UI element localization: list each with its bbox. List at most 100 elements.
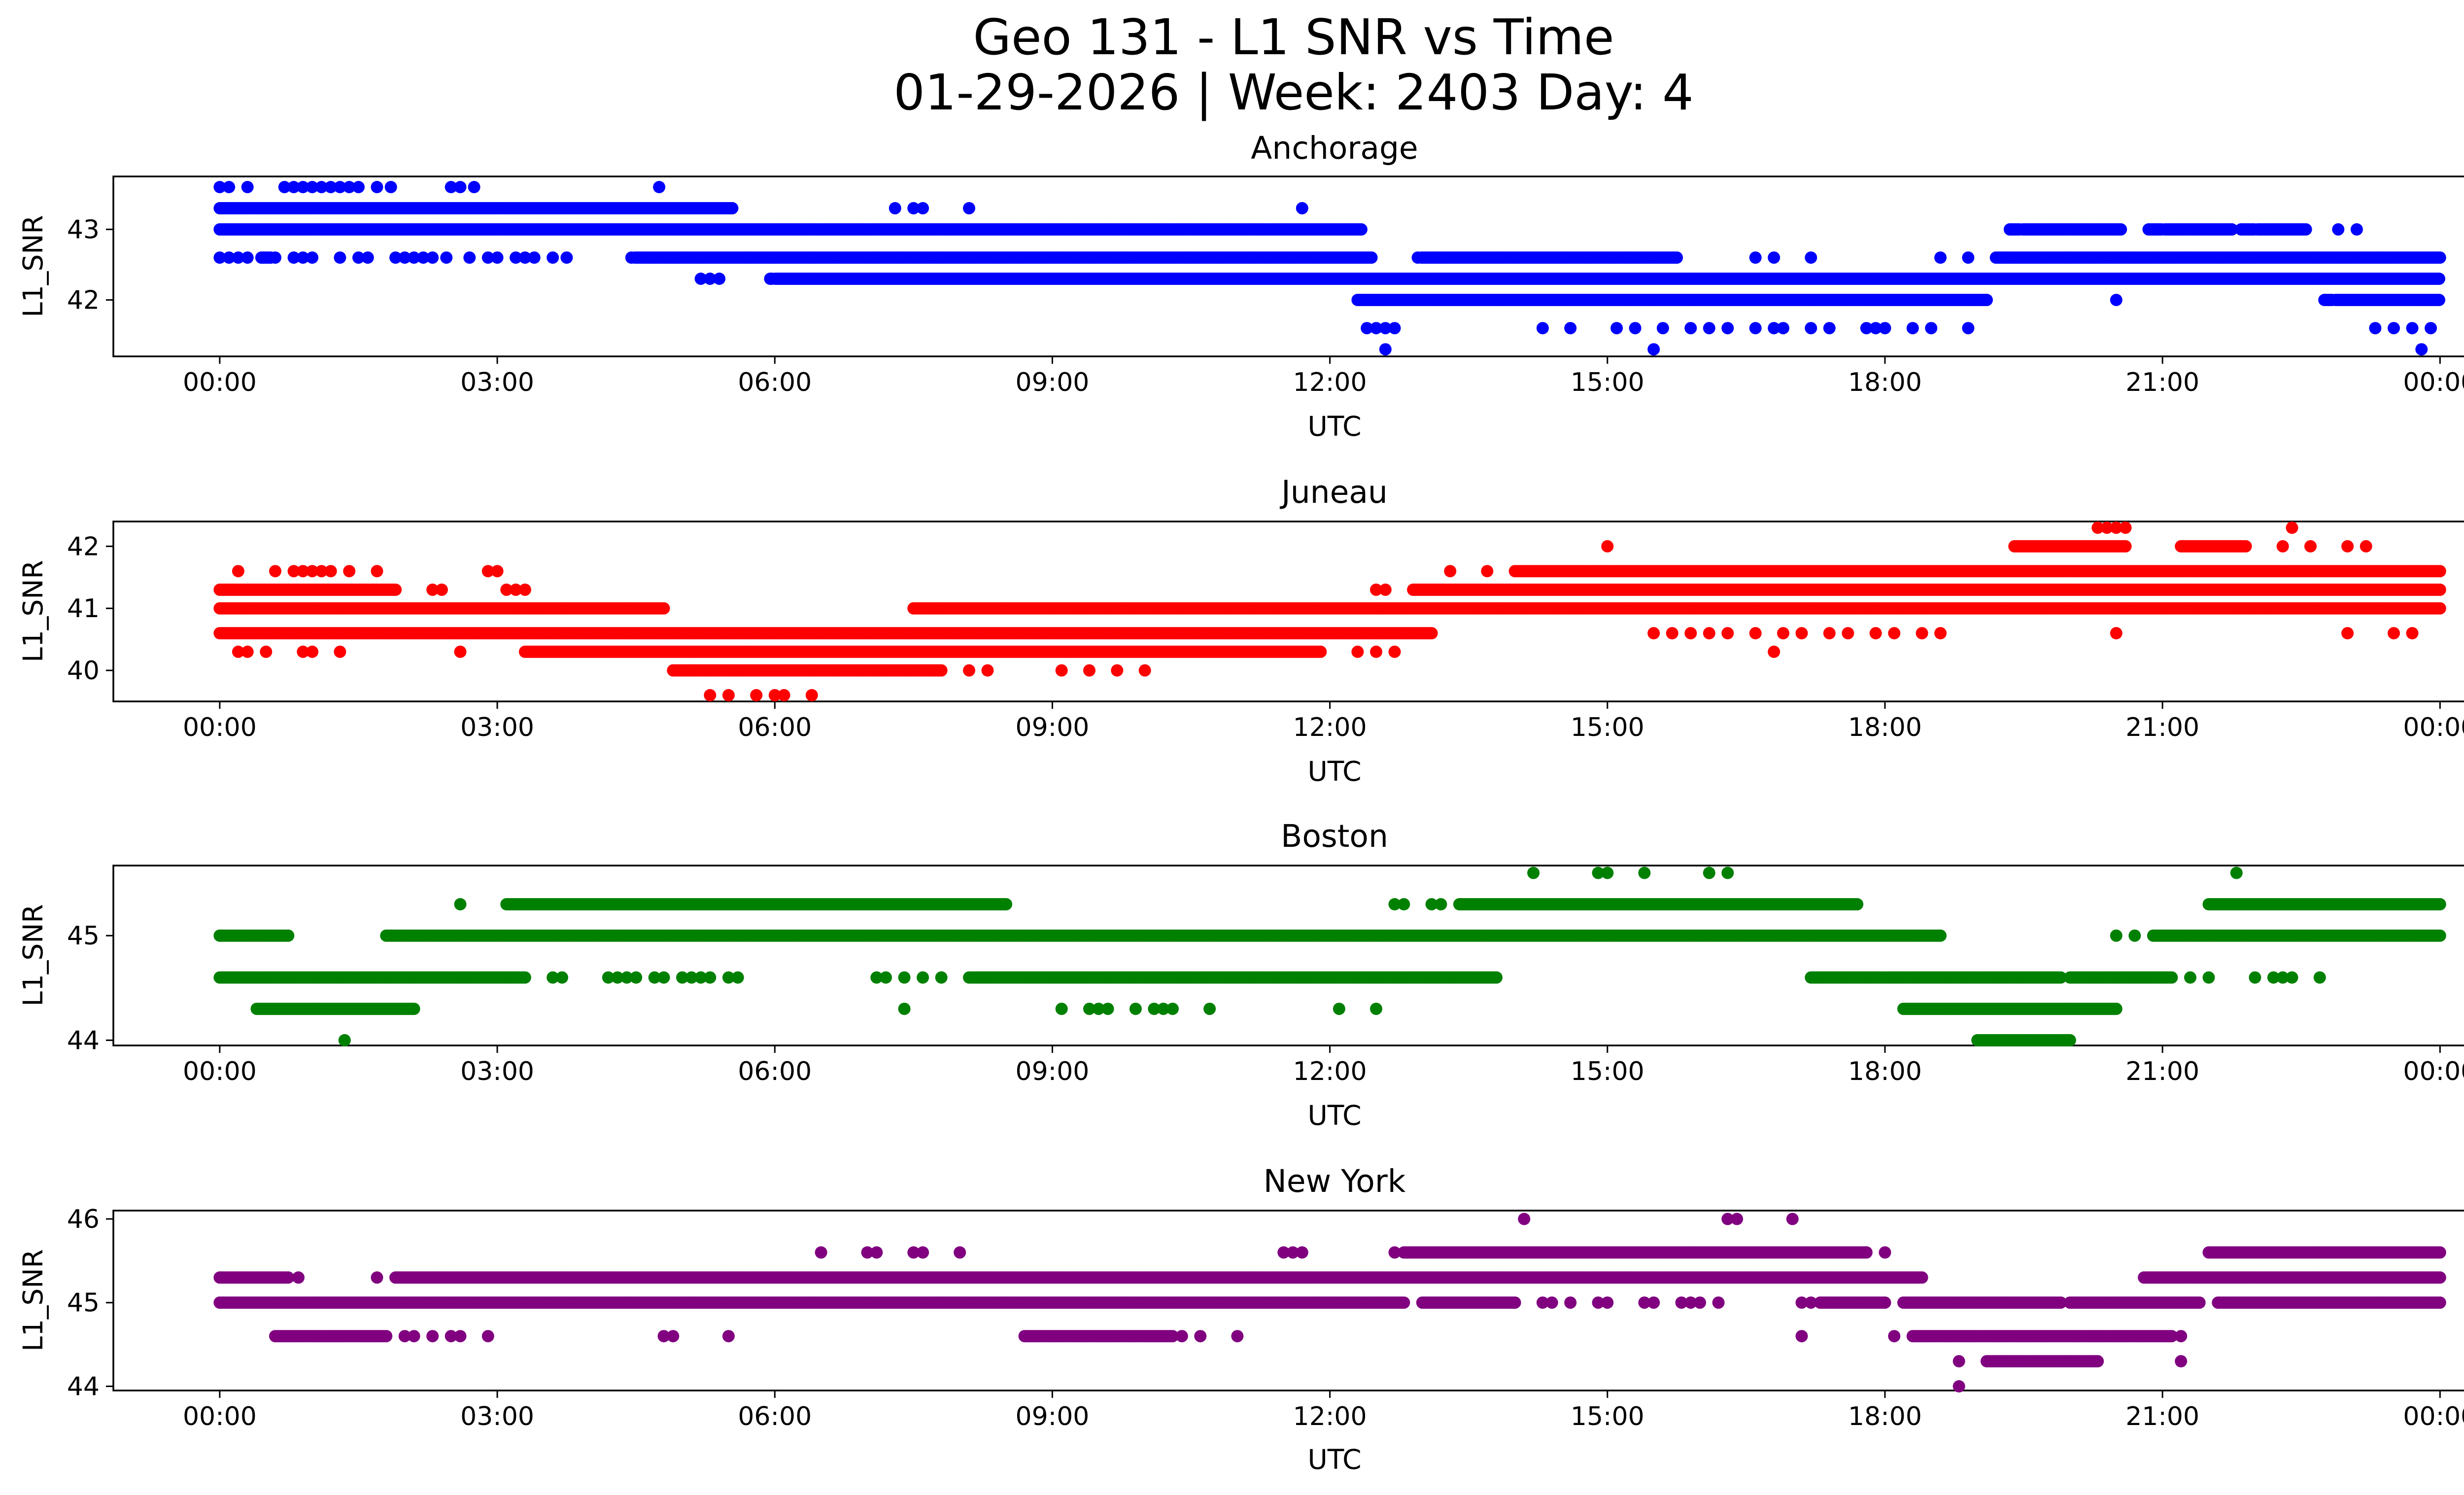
x-tick-label: 18:00 (1848, 368, 1922, 397)
data-point (1934, 251, 1947, 264)
x-tick-label: 15:00 (1571, 713, 1644, 742)
y-axis-label: L1_SNR (17, 215, 49, 317)
x-tick-label: 09:00 (1016, 713, 1090, 742)
data-point (1749, 322, 1762, 335)
data-point (1314, 645, 1327, 658)
data-point (1425, 627, 1438, 640)
data-point (1703, 322, 1715, 335)
y-tick-label: 42 (67, 285, 100, 315)
panel-juneau: Juneau 00:00 03:00 06:00 09:00 12:00 15:00 18:… (17, 474, 2464, 787)
data-point (491, 251, 504, 264)
data-point (1749, 251, 1762, 264)
data-point (1768, 251, 1780, 264)
data-point (1536, 322, 1549, 335)
data-point (1823, 322, 1836, 335)
data-point (528, 251, 541, 264)
data-point (440, 251, 453, 264)
data-point (269, 251, 281, 264)
x-tick-label: 21:00 (2125, 368, 2199, 397)
data-point (1564, 322, 1577, 335)
data-point (1925, 322, 1938, 335)
data-point (334, 251, 346, 264)
data-point (454, 181, 467, 193)
data-point (2388, 322, 2400, 335)
data-point (241, 251, 254, 264)
data-point (468, 181, 480, 193)
data-point (1629, 322, 1642, 335)
x-tick-label: 09:00 (1016, 368, 1090, 397)
data-point (1610, 322, 1623, 335)
data-point (2415, 343, 2428, 356)
data-point (2433, 273, 2445, 285)
data-point (1365, 251, 1378, 264)
data-point (1355, 223, 1368, 236)
figure-subtitle: 01-29-2026 | Week: 2403 Day: 4 (893, 64, 1693, 121)
data-point (1656, 322, 1669, 335)
x-tick-label: 12:00 (1293, 713, 1367, 742)
data-points (213, 522, 2446, 701)
x-tick-label: 00:00 (183, 368, 257, 397)
data-point (241, 181, 254, 193)
data-point (1721, 322, 1734, 335)
data-point (2369, 322, 2382, 335)
data-point (1805, 251, 1817, 264)
data-point (1906, 322, 1919, 335)
data-point (2332, 223, 2345, 236)
panel-anchorage: Anchorage 00:00 03:00 06:00 09:00 12:00 15:00… (17, 130, 2464, 442)
x-tick-label: 18:00 (1848, 713, 1922, 742)
data-point (1981, 294, 1993, 306)
y-tick-label: 40 (67, 656, 100, 686)
data-point (2433, 251, 2446, 264)
figure-title: Geo 131 - L1 SNR vs Time (973, 8, 1614, 66)
data-point (389, 583, 402, 596)
panel-title: Juneau (1279, 474, 1388, 510)
data-point (1805, 322, 1817, 335)
data-point (2433, 294, 2445, 306)
data-point (657, 602, 670, 615)
x-tick-label: 00:00 (183, 713, 257, 742)
data-points (213, 181, 2446, 356)
data-point (917, 202, 929, 214)
data-point (1647, 343, 1660, 356)
data-point (1777, 322, 1789, 335)
x-tick-label: 12:00 (1293, 368, 1367, 397)
data-point (889, 202, 901, 214)
data-point (713, 273, 726, 285)
data-point (384, 181, 397, 193)
axis-ticks: 00:00 03:00 06:00 09:00 12:00 15:00 18:00 21:00… (67, 215, 2464, 397)
data-point (560, 251, 573, 264)
x-tick-label: 03:00 (460, 713, 534, 742)
data-point (1671, 251, 1683, 264)
data-point (2350, 223, 2363, 236)
x-tick-label: 00:00 (2403, 713, 2464, 742)
data-point (1296, 202, 1308, 214)
y-tick-label: 41 (67, 594, 100, 624)
x-tick-label: 06:00 (738, 368, 812, 397)
data-point (726, 202, 739, 214)
data-point (223, 181, 236, 193)
data-point (1879, 322, 1891, 335)
panel-title: Anchorage (1251, 130, 1418, 166)
x-axis-label: UTC (1307, 411, 1361, 442)
data-point (1684, 322, 1697, 335)
data-point (2115, 223, 2127, 236)
x-tick-label: 15:00 (1571, 368, 1644, 397)
y-tick-label: 43 (67, 215, 100, 244)
x-tick-label: 06:00 (738, 713, 812, 742)
data-point (463, 251, 476, 264)
data-point (2425, 322, 2437, 335)
plot-frame (112, 175, 2464, 357)
data-point (1379, 343, 1392, 356)
data-point (547, 251, 559, 264)
y-tick-label: 42 (67, 532, 100, 561)
data-point (2299, 223, 2312, 236)
data-point (1388, 322, 1401, 335)
data-point (352, 181, 365, 193)
data-point (371, 181, 383, 193)
data-point (2406, 322, 2419, 335)
data-point (963, 202, 975, 214)
data-point (935, 664, 948, 677)
data-point (426, 251, 439, 264)
data-point (1962, 251, 1975, 264)
